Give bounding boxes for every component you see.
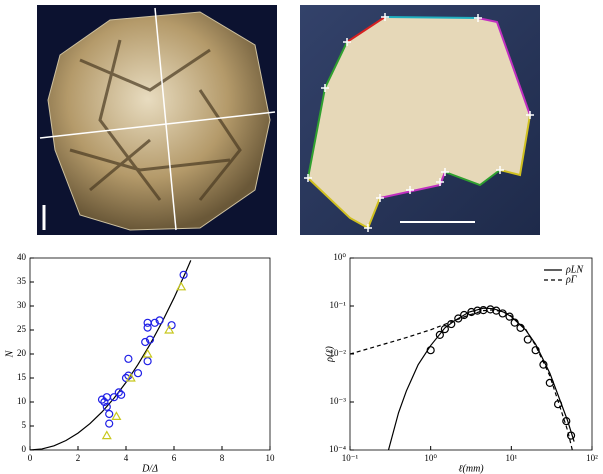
y-tick-label: 10⁻¹	[330, 300, 347, 310]
circle-point	[523, 335, 532, 344]
circle-point	[440, 325, 449, 334]
x-axis-label: ℓ(mm)	[458, 463, 484, 474]
triangle-point	[176, 281, 187, 291]
curve	[387, 307, 575, 450]
circle-point	[143, 318, 152, 327]
x-tick-label: 2	[76, 453, 81, 463]
circle-point	[435, 330, 444, 339]
legend-label: ρΓ	[565, 274, 577, 285]
circle-point	[562, 417, 571, 426]
circle-point	[454, 314, 463, 323]
circle-point	[100, 397, 109, 407]
x-axis-label: D/Δ	[141, 463, 158, 474]
photo-crumpled-ball	[37, 5, 277, 235]
y-tick-label: 10⁻²	[330, 348, 347, 358]
x-tick-label: 10²	[586, 453, 598, 463]
x-tick-label: 10⁰	[424, 453, 437, 463]
circle-point	[124, 354, 133, 363]
y-tick-label: 25	[17, 324, 27, 334]
triangle-point	[101, 430, 112, 440]
circle-point	[97, 395, 107, 404]
circle-point	[554, 400, 563, 409]
plot-area	[350, 305, 576, 450]
x-tick-label: 0	[28, 453, 33, 463]
y-tick-label: 40	[17, 252, 27, 262]
y-axis-label: N	[4, 349, 15, 358]
circle-point	[545, 378, 554, 387]
y-tick-label: 30	[17, 300, 27, 310]
x-tick-label: 4	[124, 453, 129, 463]
x-tick-label: 6	[172, 453, 177, 463]
circle-point	[510, 318, 519, 327]
circle-point	[105, 419, 114, 428]
circle-point	[114, 388, 123, 397]
circle-point	[539, 360, 548, 369]
circle-point	[498, 309, 507, 318]
y-tick-label: 10⁻³	[330, 396, 347, 406]
legend-label: ρLN	[565, 264, 584, 275]
circle-point	[531, 346, 540, 355]
circle-point	[141, 337, 150, 347]
circle-point	[473, 306, 482, 315]
circle-point	[133, 369, 143, 378]
plot-area	[30, 260, 192, 450]
photo-unfolded-sheet	[300, 5, 540, 235]
circle-point	[167, 321, 176, 330]
y-tick-label: 0	[22, 444, 27, 454]
circle-point	[109, 393, 119, 402]
circle-point	[460, 310, 469, 320]
x-tick-label: 10¹	[505, 453, 517, 463]
y-tick-label: 35	[17, 276, 27, 286]
curve	[30, 260, 192, 450]
circle-point	[105, 409, 114, 419]
x-tick-label: 8	[220, 453, 225, 463]
circle-point	[516, 323, 525, 332]
curve	[350, 309, 573, 450]
circle-point	[155, 316, 164, 325]
circle-point	[486, 305, 495, 314]
y-tick-label: 10⁻⁴	[329, 444, 346, 454]
y-tick-label: 10⁰	[333, 252, 346, 262]
y-tick-label: 20	[17, 348, 27, 358]
triangle-point	[125, 372, 136, 382]
circle-point	[150, 318, 159, 327]
circle-point	[143, 357, 152, 366]
y-tick-label: 15	[17, 372, 27, 382]
axes-frame	[29, 257, 271, 451]
circle-point	[102, 402, 111, 411]
circle-point	[447, 319, 456, 329]
triangle-point	[142, 348, 153, 358]
triangle-point	[111, 411, 122, 420]
circle-point	[143, 323, 152, 332]
circle-point	[117, 390, 126, 399]
circle-point	[505, 312, 514, 321]
triangle-point	[164, 324, 175, 334]
circle-point	[179, 270, 188, 279]
circle-point	[467, 307, 476, 317]
x-tick-label: 10	[266, 453, 276, 463]
y-tick-label: 10	[17, 396, 27, 406]
axes-frame	[349, 257, 593, 451]
circle-point	[426, 346, 435, 355]
circle-point	[145, 335, 155, 344]
y-tick-label: 5	[22, 420, 27, 430]
y-axis-label: ρ(ℓ)	[324, 346, 335, 363]
circle-point	[566, 431, 576, 440]
x-tick-label: 10⁻¹	[342, 453, 359, 463]
